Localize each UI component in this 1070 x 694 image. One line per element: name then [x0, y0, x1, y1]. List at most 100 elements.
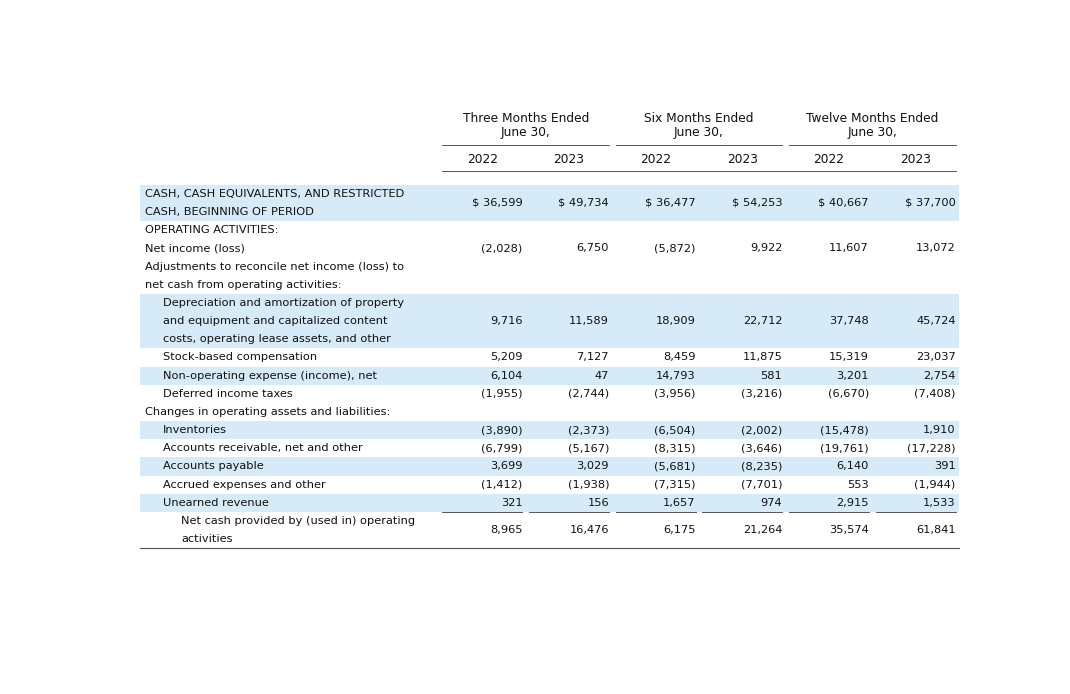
Text: (8,315): (8,315) [654, 443, 696, 453]
Text: 22,712: 22,712 [743, 316, 782, 326]
Text: (3,956): (3,956) [654, 389, 696, 399]
Text: Inventories: Inventories [163, 425, 227, 435]
Text: 3,201: 3,201 [837, 371, 869, 380]
Text: 9,716: 9,716 [490, 316, 522, 326]
Text: 9,922: 9,922 [750, 244, 782, 253]
Bar [140, 185, 959, 221]
Text: (2,744): (2,744) [568, 389, 609, 399]
Text: 2022: 2022 [467, 153, 498, 166]
Text: (1,944): (1,944) [914, 480, 956, 489]
Text: 7,127: 7,127 [577, 353, 609, 362]
Text: 61,841: 61,841 [916, 525, 956, 535]
Bar [140, 457, 959, 475]
Text: Changes in operating assets and liabilities:: Changes in operating assets and liabilit… [144, 407, 389, 417]
Text: 14,793: 14,793 [656, 371, 696, 380]
Text: $ 37,700: $ 37,700 [904, 198, 956, 208]
Text: costs, operating lease assets, and other: costs, operating lease assets, and other [163, 335, 391, 344]
Text: Three Months Ended: Three Months Ended [462, 112, 588, 124]
Text: 18,909: 18,909 [656, 316, 696, 326]
Text: (15,478): (15,478) [821, 425, 869, 435]
Text: 974: 974 [761, 498, 782, 508]
Text: 2023: 2023 [727, 153, 758, 166]
Text: 11,875: 11,875 [743, 353, 782, 362]
Text: (3,646): (3,646) [742, 443, 782, 453]
Text: (5,872): (5,872) [654, 244, 696, 253]
Bar [140, 493, 959, 512]
Text: net cash from operating activities:: net cash from operating activities: [144, 280, 341, 289]
Bar [140, 294, 959, 348]
Text: 1,657: 1,657 [663, 498, 696, 508]
Text: (5,681): (5,681) [654, 462, 696, 471]
Text: 2022: 2022 [640, 153, 671, 166]
Text: (2,028): (2,028) [482, 244, 522, 253]
Bar [140, 366, 959, 384]
Text: Adjustments to reconcile net income (loss) to: Adjustments to reconcile net income (los… [144, 262, 403, 271]
Text: $ 36,477: $ 36,477 [645, 198, 696, 208]
Text: 156: 156 [587, 498, 609, 508]
Text: 1,910: 1,910 [923, 425, 956, 435]
Text: (6,504): (6,504) [655, 425, 696, 435]
Text: activities: activities [181, 534, 232, 544]
Text: 8,459: 8,459 [663, 353, 696, 362]
Text: Twelve Months Ended: Twelve Months Ended [806, 112, 938, 124]
Text: 13,072: 13,072 [916, 244, 956, 253]
Text: (1,955): (1,955) [480, 389, 522, 399]
Text: OPERATING ACTIVITIES:: OPERATING ACTIVITIES: [144, 226, 278, 235]
Text: 6,175: 6,175 [663, 525, 696, 535]
Text: 6,104: 6,104 [490, 371, 522, 380]
Text: (6,799): (6,799) [482, 443, 522, 453]
Text: (2,002): (2,002) [742, 425, 782, 435]
Text: 3,029: 3,029 [577, 462, 609, 471]
Text: 47: 47 [595, 371, 609, 380]
Text: June 30,: June 30, [847, 126, 897, 139]
Text: 2022: 2022 [813, 153, 844, 166]
Text: CASH, CASH EQUIVALENTS, AND RESTRICTED: CASH, CASH EQUIVALENTS, AND RESTRICTED [144, 189, 403, 199]
Text: Net cash provided by (used in) operating: Net cash provided by (used in) operating [181, 516, 415, 526]
Text: CASH, BEGINNING OF PERIOD: CASH, BEGINNING OF PERIOD [144, 207, 314, 217]
Text: Accounts receivable, net and other: Accounts receivable, net and other [163, 443, 363, 453]
Text: $ 40,667: $ 40,667 [819, 198, 869, 208]
Text: 35,574: 35,574 [829, 525, 869, 535]
Text: (3,216): (3,216) [742, 389, 782, 399]
Text: 2,915: 2,915 [837, 498, 869, 508]
Text: (5,167): (5,167) [568, 443, 609, 453]
Text: $ 54,253: $ 54,253 [732, 198, 782, 208]
Text: 11,589: 11,589 [569, 316, 609, 326]
Text: Accrued expenses and other: Accrued expenses and other [163, 480, 325, 489]
Text: Net income (loss): Net income (loss) [144, 244, 244, 253]
Text: (19,761): (19,761) [821, 443, 869, 453]
Text: and equipment and capitalized content: and equipment and capitalized content [163, 316, 387, 326]
Text: $ 49,734: $ 49,734 [559, 198, 609, 208]
Text: 45,724: 45,724 [916, 316, 956, 326]
Text: 15,319: 15,319 [829, 353, 869, 362]
Text: 581: 581 [761, 371, 782, 380]
Text: June 30,: June 30, [501, 126, 551, 139]
Text: 37,748: 37,748 [829, 316, 869, 326]
Text: (2,373): (2,373) [568, 425, 609, 435]
Text: Six Months Ended: Six Months Ended [644, 112, 753, 124]
Text: Stock-based compensation: Stock-based compensation [163, 353, 317, 362]
Text: 6,140: 6,140 [837, 462, 869, 471]
Bar [140, 421, 959, 439]
Text: Accounts payable: Accounts payable [163, 462, 263, 471]
Text: 553: 553 [847, 480, 869, 489]
Text: (1,412): (1,412) [482, 480, 522, 489]
Text: 11,607: 11,607 [829, 244, 869, 253]
Text: June 30,: June 30, [674, 126, 724, 139]
Text: Depreciation and amortization of property: Depreciation and amortization of propert… [163, 298, 403, 308]
Text: (6,670): (6,670) [828, 389, 869, 399]
Text: 2,754: 2,754 [923, 371, 956, 380]
Text: (7,408): (7,408) [914, 389, 956, 399]
Text: (1,938): (1,938) [567, 480, 609, 489]
Text: 5,209: 5,209 [490, 353, 522, 362]
Text: 2023: 2023 [553, 153, 584, 166]
Text: 21,264: 21,264 [743, 525, 782, 535]
Text: 3,699: 3,699 [490, 462, 522, 471]
Text: 6,750: 6,750 [577, 244, 609, 253]
Text: 8,965: 8,965 [490, 525, 522, 535]
Text: (17,228): (17,228) [907, 443, 956, 453]
Text: 321: 321 [501, 498, 522, 508]
Text: 1,533: 1,533 [923, 498, 956, 508]
Text: 23,037: 23,037 [916, 353, 956, 362]
Text: (8,235): (8,235) [740, 462, 782, 471]
